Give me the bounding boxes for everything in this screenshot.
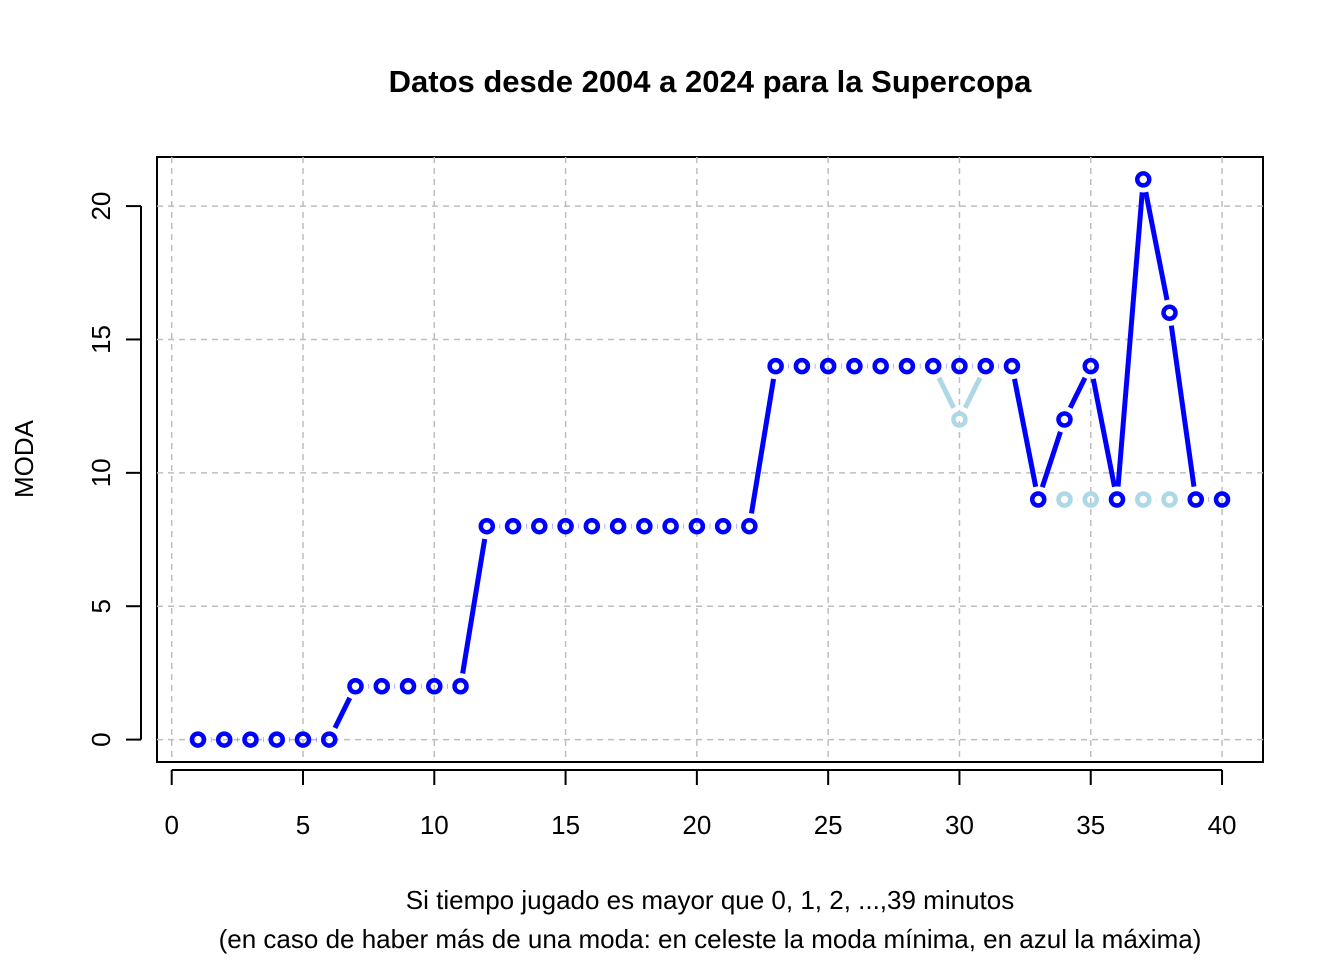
y-axis-label: MODA (9, 419, 39, 498)
line-segment (332, 696, 353, 730)
point (504, 517, 522, 535)
point (636, 517, 653, 535)
line-segment (1115, 192, 1145, 487)
point (242, 731, 259, 748)
point (531, 517, 548, 535)
y-tick-label: 15 (86, 325, 116, 354)
point (373, 677, 391, 695)
point (951, 411, 968, 428)
point (924, 357, 942, 375)
point (898, 357, 916, 375)
point (1029, 491, 1047, 508)
point (347, 677, 364, 695)
point (268, 731, 285, 748)
point (767, 357, 784, 375)
point (977, 357, 994, 375)
point (846, 357, 863, 375)
point (741, 517, 758, 535)
point (321, 731, 338, 748)
y-tick-label: 5 (86, 599, 116, 613)
point (399, 677, 417, 695)
point (1082, 357, 1099, 375)
line-segment (936, 376, 956, 409)
line-segment (1067, 376, 1088, 409)
point (557, 517, 574, 535)
x-tick-label: 10 (420, 810, 449, 840)
x-tick-label: 35 (1076, 810, 1105, 840)
line-segment (1090, 378, 1117, 488)
point (662, 517, 679, 535)
point (951, 357, 968, 375)
y-tick-label: 0 (86, 732, 116, 746)
point (609, 517, 627, 535)
point (452, 677, 469, 695)
point (1135, 171, 1152, 188)
point (1161, 304, 1178, 322)
point (872, 357, 889, 375)
point (1082, 491, 1099, 508)
plot-frame (156, 156, 1264, 763)
x-tick-label: 5 (296, 810, 310, 840)
point (1003, 357, 1021, 375)
line-segment (1143, 191, 1170, 301)
y-tick-label: 20 (86, 192, 116, 221)
y-tick-label: 10 (86, 458, 116, 487)
point (819, 357, 837, 375)
point (1213, 491, 1231, 508)
point (215, 731, 233, 748)
point (793, 357, 811, 375)
point (1161, 491, 1178, 508)
point (1056, 491, 1073, 508)
point (583, 517, 601, 535)
x-axis-label: Si tiempo jugado es mayor que 0, 1, 2, .… (406, 885, 1014, 915)
line-segment (749, 378, 777, 514)
line-segment (460, 538, 488, 674)
point (1135, 491, 1152, 508)
x-axis-label: (en caso de haber más de una moda: en ce… (219, 924, 1202, 954)
line-segment (962, 376, 983, 409)
x-tick-label: 15 (551, 810, 580, 840)
point (189, 731, 207, 748)
point (426, 677, 443, 695)
line-segment (1012, 378, 1039, 488)
x-tick-label: 0 (164, 810, 178, 840)
x-tick-label: 20 (682, 810, 711, 840)
chart-title: Datos desde 2004 a 2024 para la Supercop… (389, 64, 1032, 99)
x-tick-label: 40 (1208, 810, 1237, 840)
point (688, 517, 706, 535)
line-segment (1039, 431, 1063, 488)
point (1187, 491, 1205, 508)
point (478, 517, 496, 535)
x-tick-label: 30 (945, 810, 974, 840)
point (714, 517, 732, 535)
point (1108, 491, 1126, 508)
point (294, 731, 312, 748)
point (1056, 411, 1073, 428)
x-tick-label: 25 (814, 810, 843, 840)
line-segment (1168, 325, 1197, 487)
